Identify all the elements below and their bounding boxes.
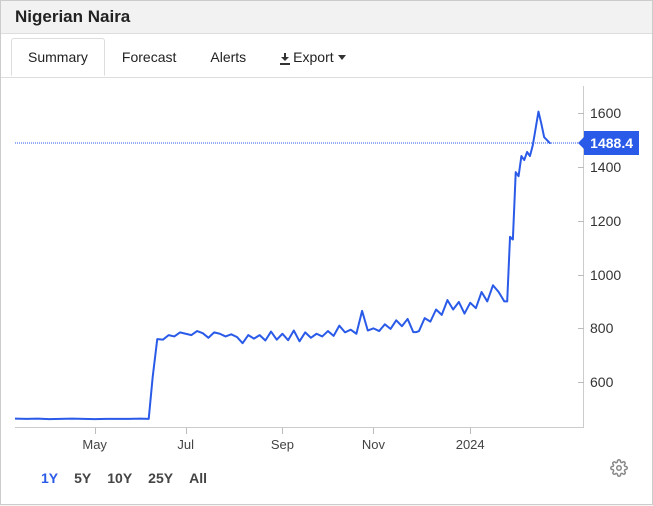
x-tick-mark [186, 428, 187, 434]
range-row: 1Y 5Y 10Y 25Y All [41, 470, 207, 486]
range-25y[interactable]: 25Y [148, 470, 173, 486]
chevron-down-icon [338, 55, 346, 60]
tab-row: Summary Forecast Alerts Export [1, 34, 652, 78]
line-chart-svg [15, 86, 584, 428]
page-title: Nigerian Naira [1, 1, 652, 34]
range-10y[interactable]: 10Y [107, 470, 132, 486]
range-all[interactable]: All [189, 470, 207, 486]
x-tick-mark [95, 428, 96, 434]
x-tick-mark [470, 428, 471, 434]
y-tick-label: 1000 [590, 267, 634, 283]
x-tick-label: Sep [271, 437, 294, 452]
x-tick-label: Nov [362, 437, 385, 452]
y-tick-mark [578, 328, 584, 329]
y-tick-label: 600 [590, 374, 634, 390]
tab-alerts[interactable]: Alerts [193, 38, 263, 76]
y-tick-label: 1400 [590, 159, 634, 175]
tab-label: Alerts [210, 49, 246, 65]
download-icon [280, 53, 290, 63]
current-value-line [15, 142, 584, 143]
currency-widget: Nigerian Naira Summary Forecast Alerts Expo… [0, 0, 653, 505]
y-tick-label: 1600 [590, 105, 634, 121]
x-tick-label: May [82, 437, 107, 452]
y-tick-label: 800 [590, 320, 634, 336]
current-value-badge: 1488.4 [584, 131, 639, 155]
y-tick-mark [578, 221, 584, 222]
tab-forecast[interactable]: Forecast [105, 38, 193, 76]
x-tick-label: 2024 [456, 437, 485, 452]
tab-export[interactable]: Export [263, 38, 362, 76]
x-tick-label: Jul [177, 437, 194, 452]
y-tick-mark [578, 382, 584, 383]
y-tick-mark [578, 275, 584, 276]
plot: 1488.4 6008001000120014001600MayJulSepNo… [15, 86, 584, 428]
chart-area: 1488.4 600 800 1000 1200 1400 1600 May Jul Sep No… [1, 78, 652, 506]
tab-label: Forecast [122, 49, 176, 65]
gear-icon[interactable] [610, 459, 628, 482]
price-line [15, 112, 550, 420]
tab-label: Export [293, 49, 333, 65]
y-tick-label: 1200 [590, 213, 634, 229]
x-tick-mark [373, 428, 374, 434]
tab-summary[interactable]: Summary [11, 38, 105, 76]
tab-label: Summary [28, 49, 88, 65]
x-tick-mark [282, 428, 283, 434]
y-tick-mark [578, 113, 584, 114]
range-1y[interactable]: 1Y [41, 470, 58, 486]
range-5y[interactable]: 5Y [74, 470, 91, 486]
y-tick-mark [578, 167, 584, 168]
